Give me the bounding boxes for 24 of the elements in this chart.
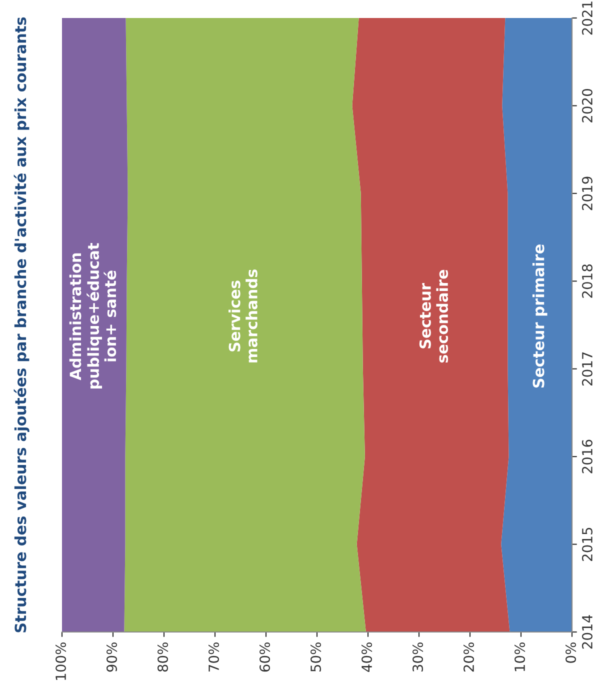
- y-tick-label: 2021: [582, 2, 592, 35]
- series-label: Services marchands: [228, 269, 258, 362]
- x-tick-label: 20%: [464, 642, 474, 672]
- x-tick-label: 50%: [310, 642, 322, 672]
- y-tick-label: 2019: [582, 176, 592, 210]
- x-tick-label: 0%: [566, 642, 576, 663]
- x-tick-label: 10%: [514, 642, 526, 672]
- text: Structure des valeurs ajoutées par branche d'activité aux prix courants: [14, 17, 30, 632]
- y-tick-label: 2015: [582, 528, 592, 561]
- x-tick-label: 90%: [106, 642, 118, 672]
- x-tick-label: 70%: [208, 642, 220, 672]
- series-label: Secteur primaire: [532, 244, 548, 388]
- x-tick-label: 80%: [158, 642, 168, 672]
- y-tick-label: 2014: [582, 615, 592, 649]
- y-tick-label: 2016: [582, 440, 592, 474]
- y-tick-label: 2018: [582, 264, 592, 298]
- x-tick-label: 40%: [362, 642, 372, 672]
- series-label: Administration publique+éducat ion+ santé: [69, 243, 116, 388]
- y-tick-label: 2020: [582, 88, 592, 122]
- x-tick-label: 100%: [56, 642, 66, 680]
- series-label: Secteur secondaire: [419, 270, 448, 363]
- x-tick-label: 60%: [260, 642, 270, 672]
- x-tick-label: 30%: [412, 642, 424, 672]
- y-tick-label: 2017: [582, 352, 592, 386]
